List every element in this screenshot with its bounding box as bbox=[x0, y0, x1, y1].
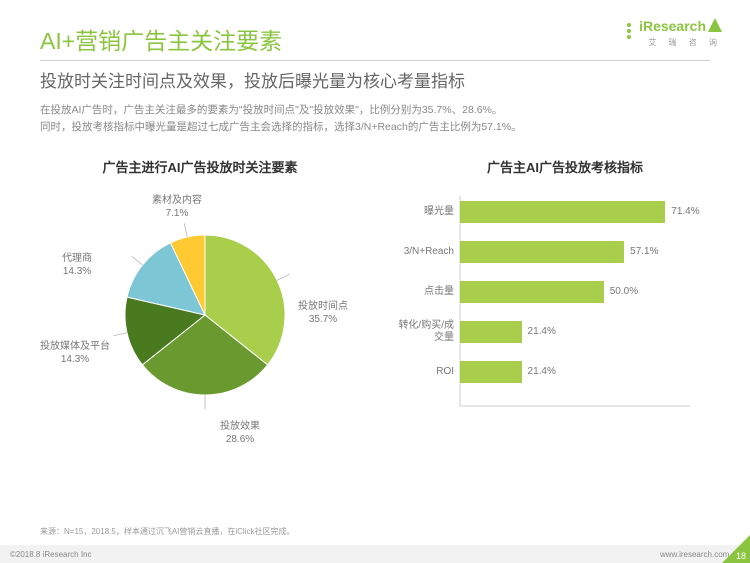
desc-line-1: 在投放AI广告时，广告主关注最多的要素为"投放时间点"及"投放效果"，比例分别为… bbox=[40, 102, 710, 119]
logo-dots-icon bbox=[627, 23, 631, 27]
pie-label: 代理商14.3% bbox=[62, 252, 92, 278]
pie-label: 投放效果28.6% bbox=[220, 420, 260, 446]
logo-arrow-icon bbox=[708, 18, 722, 32]
bar-value: 50.0% bbox=[604, 286, 638, 297]
bar-category: ROI bbox=[390, 366, 460, 378]
bar-category: 3/N+Reach bbox=[390, 246, 460, 258]
bar-category: 转化/购买/成交量 bbox=[390, 320, 460, 343]
pie-leader bbox=[113, 332, 127, 335]
bar-row: 点击量 50.0% bbox=[390, 280, 638, 304]
bar-rect bbox=[460, 281, 604, 303]
footer-bar: ©2018.8 iResearch Inc www.iresearch.com.… bbox=[0, 545, 750, 563]
bar-row: 曝光量 71.4% bbox=[390, 200, 700, 224]
bar-chart: 曝光量 71.4% 3/N+Reach 57.1% 点击量 50.0% 转化/购买/成交量 2… bbox=[390, 190, 740, 460]
iresearch-logo: iResearch 艾 瑞 咨 询 bbox=[627, 16, 722, 48]
logo-mark: iResearch bbox=[627, 16, 722, 34]
page-title: AI+营销广告主关注要素 bbox=[40, 22, 710, 61]
pie-label: 素材及内容7.1% bbox=[152, 194, 202, 220]
pie-leader bbox=[132, 256, 143, 265]
desc-line-2: 同时，投放考核指标中曝光量是超过七成广告主会选择的指标，选择3/N+Reach的… bbox=[40, 119, 710, 136]
charts-row: 广告主进行AI广告投放时关注要素 投放时间点35.7% 投放效果28.6% 投放媒体… bbox=[0, 145, 750, 460]
bar-category: 曝光量 bbox=[390, 206, 460, 218]
logo-text: iResearch bbox=[633, 16, 706, 34]
bar-rect bbox=[460, 201, 665, 223]
pie-label: 投放媒体及平台14.3% bbox=[40, 340, 110, 366]
pie-chart-box: 广告主进行AI广告投放时关注要素 投放时间点35.7% 投放效果28.6% 投放媒体… bbox=[40, 157, 360, 460]
bar-category: 点击量 bbox=[390, 286, 460, 298]
bar-rect bbox=[460, 241, 624, 263]
pie-label: 投放时间点35.7% bbox=[298, 300, 348, 326]
pie-title: 广告主进行AI广告投放时关注要素 bbox=[40, 157, 360, 176]
bar-value: 21.4% bbox=[522, 366, 556, 377]
copyright: ©2018.8 iResearch Inc bbox=[10, 550, 92, 559]
bar-chart-box: 广告主AI广告投放考核指标 曝光量 71.4% 3/N+Reach 57.1% 点击量 5… bbox=[390, 157, 740, 460]
bar-rect bbox=[460, 321, 522, 343]
bar-value: 71.4% bbox=[665, 206, 699, 217]
bar-row: 3/N+Reach 57.1% bbox=[390, 240, 659, 264]
source-footnote: 来源：N=15，2018.5，样本通过沉飞AI营销云直播，在iClick社区完成… bbox=[40, 526, 294, 537]
bar-value: 57.1% bbox=[624, 246, 658, 257]
page-number: 18 bbox=[736, 551, 746, 561]
bar-rect bbox=[460, 361, 522, 383]
pie-leader bbox=[184, 223, 187, 237]
bar-row: ROI 21.4% bbox=[390, 360, 556, 384]
logo-tagline: 艾 瑞 咨 询 bbox=[648, 37, 722, 48]
page-subtitle: 投放时关注时间点及效果，投放后曝光量为核心考量指标 bbox=[40, 67, 710, 92]
bar-row: 转化/购买/成交量 21.4% bbox=[390, 320, 556, 344]
slide: iResearch 艾 瑞 咨 询 AI+营销广告主关注要素 投放时关注时间点及… bbox=[0, 0, 750, 563]
pie-chart: 投放时间点35.7% 投放效果28.6% 投放媒体及平台14.3% 代理商14.3% 素… bbox=[40, 190, 360, 460]
pie-leader bbox=[277, 274, 290, 280]
bar-title: 广告主AI广告投放考核指标 bbox=[390, 157, 740, 176]
bar-value: 21.4% bbox=[522, 326, 556, 337]
